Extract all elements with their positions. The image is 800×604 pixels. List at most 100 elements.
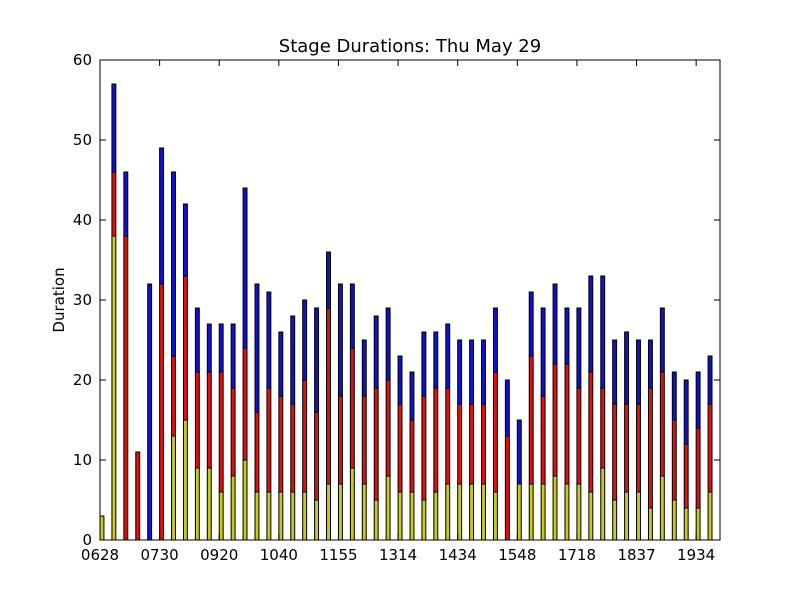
bar-blue-1 [111,83,117,173]
bar-blue-27 [421,331,427,397]
x-tick-label: 0628 [81,546,119,564]
bar-yellow-20 [337,483,343,541]
bar-yellow-45 [636,491,641,541]
bar-red-27 [421,395,427,501]
bar-blue-14 [266,291,272,389]
bar-blue-5 [159,147,165,285]
bar-red-38 [552,363,558,477]
x-tick-label: 1837 [617,546,655,564]
x-tick-label: 0730 [141,546,179,564]
bar-yellow-31 [469,483,475,541]
bar-blue-20 [337,283,343,397]
bar-blue-50 [695,371,701,429]
bar-yellow-14 [266,491,272,541]
bar-yellow-46 [647,507,653,541]
bar-red-15 [278,395,284,493]
bar-red-12 [242,347,248,461]
bar-yellow-12 [242,459,248,541]
bar-yellow-29 [445,483,451,541]
bar-yellow-42 [600,467,606,541]
bar-blue-31 [469,339,475,405]
bars-layer [99,83,713,541]
bar-yellow-35 [516,483,522,541]
bar-blue-45 [636,339,641,405]
bar-red-25 [397,403,403,493]
bar-yellow-24 [385,475,391,541]
bar-blue-24 [385,307,391,381]
bar-red-24 [385,379,391,477]
bar-yellow-51 [707,491,713,541]
bar-red-39 [564,363,570,485]
bar-red-17 [302,379,308,493]
bar-red-50 [695,427,701,509]
bar-blue-42 [600,275,606,389]
bar-red-49 [683,443,689,509]
bar-yellow-13 [254,491,260,541]
chart-title: Stage Durations: Thu May 29 [279,36,541,57]
bar-yellow-11 [230,475,236,541]
bar-red-36 [528,355,534,485]
bar-yellow-0 [99,515,105,541]
y-tick-label: 40 [73,211,92,229]
bar-yellow-22 [361,483,367,541]
bar-red-46 [647,387,653,509]
bar-blue-51 [707,355,713,405]
bar-red-18 [314,411,320,501]
bar-yellow-49 [683,507,689,541]
bar-blue-38 [552,283,558,365]
bar-yellow-9 [206,467,212,541]
bar-yellow-39 [564,483,570,541]
bar-yellow-36 [528,483,534,541]
bar-blue-6 [171,171,176,357]
bar-yellow-25 [397,491,403,541]
bar-red-8 [194,371,200,469]
bar-red-2 [123,235,129,541]
bar-blue-25 [397,355,403,405]
bar-red-6 [171,355,176,437]
bar-blue-4 [147,283,153,541]
bar-yellow-32 [481,483,486,541]
bar-yellow-38 [552,475,558,541]
bar-yellow-47 [659,475,665,541]
x-tick-label: 1434 [439,546,477,564]
bar-red-37 [540,395,546,485]
bar-yellow-33 [492,491,498,541]
bar-red-31 [469,403,475,485]
y-tick-label: 30 [73,291,92,309]
y-tick-label: 20 [73,371,92,389]
bar-blue-30 [457,339,463,405]
bar-blue-36 [528,291,534,357]
y-tick-label: 10 [73,451,92,469]
bar-red-16 [290,403,296,493]
bar-red-40 [576,387,582,485]
bar-red-29 [445,387,451,485]
bar-red-32 [481,403,486,485]
bar-red-19 [326,307,331,485]
bar-red-28 [433,387,439,493]
axes-layer: 0 10 20 30 40 50 60 0628 0730 0920 1040 1155 1314 143… [73,51,721,564]
bar-yellow-48 [671,499,677,541]
bar-blue-13 [254,283,260,413]
bar-red-3 [135,451,141,541]
bar-yellow-26 [409,491,415,541]
bar-yellow-40 [576,483,582,541]
bar-blue-21 [349,283,355,349]
y-axis-label: Duration [50,267,68,332]
bar-red-51 [707,403,713,493]
bar-red-26 [409,419,415,493]
bar-red-33 [492,371,498,493]
bar-yellow-21 [349,467,355,541]
bar-red-5 [159,283,165,541]
bar-yellow-41 [588,491,594,541]
bar-blue-12 [242,187,248,349]
bar-red-9 [206,371,212,469]
x-tick-label: 1934 [677,546,715,564]
bar-blue-44 [624,331,630,405]
bar-blue-41 [588,275,594,373]
x-tick-label: 1040 [260,546,298,564]
bar-blue-19 [326,251,331,309]
y-tick-label: 60 [73,51,92,69]
x-tick-label: 1155 [319,546,357,564]
bar-red-20 [337,395,343,485]
